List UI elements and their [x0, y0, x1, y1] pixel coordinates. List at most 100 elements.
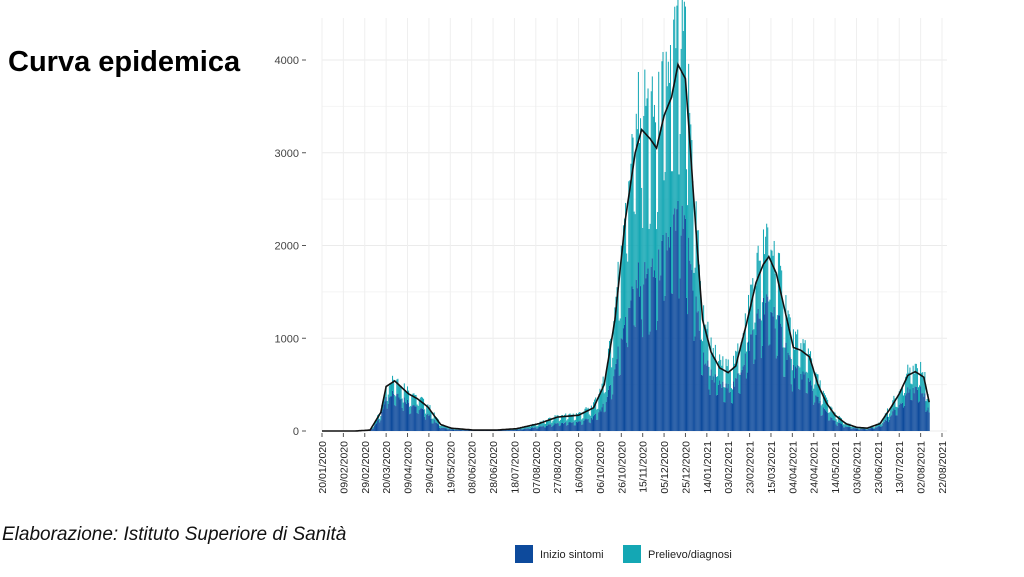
bar-inizio-sintomi — [712, 376, 714, 431]
bar-inizio-sintomi — [503, 430, 505, 431]
grid-lines — [321, 18, 947, 432]
bar-inizio-sintomi — [389, 396, 391, 431]
bar-inizio-sintomi — [408, 402, 410, 431]
x-tick-label: 25/12/2020 — [680, 441, 692, 494]
bar-prelievo-diagnosi — [898, 391, 900, 405]
bar-inizio-sintomi — [820, 415, 822, 431]
bar-inizio-sintomi — [703, 352, 705, 431]
bar-prelievo-diagnosi — [690, 124, 692, 265]
bar-inizio-sintomi — [417, 413, 419, 431]
bar-prelievo-diagnosi — [805, 371, 807, 393]
bar-prelievo-diagnosi — [394, 395, 396, 406]
bar-prelievo-diagnosi — [666, 86, 668, 251]
bar-prelievo-diagnosi — [581, 419, 583, 425]
bar-inizio-sintomi — [599, 409, 601, 431]
bar-prelievo-diagnosi — [644, 69, 646, 263]
bar-prelievo-diagnosi — [696, 230, 698, 313]
x-tick-label: 14/01/2021 — [702, 441, 714, 494]
bar-prelievo-diagnosi — [799, 367, 801, 390]
bar-prelievo-diagnosi — [791, 370, 793, 392]
bar-inizio-sintomi — [817, 397, 819, 431]
bar-prelievo-diagnosi — [590, 405, 592, 418]
bar-inizio-sintomi — [899, 403, 901, 431]
x-tick-label: 06/10/2020 — [595, 441, 607, 494]
bar-inizio-sintomi — [657, 320, 659, 431]
bar-prelievo-diagnosi — [558, 421, 560, 427]
bar-inizio-sintomi — [533, 427, 535, 431]
bar-inizio-sintomi — [901, 402, 903, 431]
bar-inizio-sintomi — [597, 419, 599, 431]
bar-inizio-sintomi — [384, 401, 386, 431]
bar-prelievo-diagnosi — [800, 343, 802, 374]
bar-inizio-sintomi — [757, 308, 759, 431]
bar-prelievo-diagnosi — [689, 112, 691, 261]
bar-prelievo-diagnosi — [821, 404, 823, 416]
bar-prelievo-diagnosi — [582, 418, 584, 425]
bar-prelievo-diagnosi — [554, 415, 556, 424]
bar-prelievo-diagnosi — [752, 278, 754, 331]
bar-inizio-sintomi — [811, 385, 813, 431]
bar-inizio-sintomi — [688, 237, 690, 431]
bar-prelievo-diagnosi — [625, 202, 627, 317]
bar-inizio-sintomi — [563, 423, 565, 431]
bar-prelievo-diagnosi — [813, 388, 815, 405]
bar-prelievo-diagnosi — [922, 372, 924, 394]
bar-prelievo-diagnosi — [389, 383, 391, 397]
bar-prelievo-diagnosi — [537, 425, 539, 429]
bar-inizio-sintomi — [405, 403, 407, 431]
bar-prelievo-diagnosi — [379, 418, 381, 423]
bar-prelievo-diagnosi — [774, 273, 776, 329]
bar-inizio-sintomi — [607, 389, 609, 431]
bar-inizio-sintomi — [883, 421, 885, 431]
bar-prelievo-diagnosi — [850, 426, 852, 429]
bar-inizio-sintomi — [575, 421, 577, 431]
bar-inizio-sintomi — [655, 277, 657, 431]
bar-inizio-sintomi — [529, 428, 531, 431]
x-tick-label: 24/04/2021 — [809, 441, 821, 494]
bar-prelievo-diagnosi — [770, 249, 772, 312]
bar-prelievo-diagnosi — [622, 225, 624, 329]
bar-prelievo-diagnosi — [567, 419, 569, 425]
bar-prelievo-diagnosi — [597, 408, 599, 420]
bar-inizio-sintomi — [782, 347, 784, 431]
bar-inizio-sintomi — [838, 422, 840, 431]
bar-prelievo-diagnosi — [541, 422, 543, 427]
bar-prelievo-diagnosi — [555, 416, 557, 424]
bar-inizio-sintomi — [839, 423, 841, 431]
bar-prelievo-diagnosi — [513, 429, 515, 431]
bar-inizio-sintomi — [722, 381, 724, 431]
bar-prelievo-diagnosi — [538, 423, 540, 428]
bar-inizio-sintomi — [891, 415, 893, 431]
bar-inizio-sintomi — [456, 429, 458, 431]
bar-inizio-sintomi — [773, 306, 775, 431]
bar-inizio-sintomi — [416, 413, 418, 431]
bar-prelievo-diagnosi — [713, 357, 715, 383]
bar-inizio-sintomi — [749, 350, 751, 431]
bar-inizio-sintomi — [689, 260, 691, 431]
bar-inizio-sintomi — [619, 374, 621, 431]
bar-inizio-sintomi — [419, 408, 421, 431]
bar-inizio-sintomi — [501, 430, 503, 431]
bar-inizio-sintomi — [543, 427, 545, 431]
bar-inizio-sintomi — [432, 423, 434, 431]
bar-inizio-sintomi — [581, 424, 583, 431]
bar-prelievo-diagnosi — [632, 137, 634, 289]
bar-prelievo-diagnosi — [593, 402, 595, 417]
bar-prelievo-diagnosi — [844, 424, 846, 428]
bar-prelievo-diagnosi — [446, 427, 448, 430]
bar-inizio-sintomi — [786, 359, 788, 431]
bar-inizio-sintomi — [767, 296, 769, 431]
bar-inizio-sintomi — [591, 419, 593, 431]
bar-prelievo-diagnosi — [811, 358, 813, 386]
bar-prelievo-diagnosi — [522, 428, 524, 430]
bar-prelievo-diagnosi — [683, 1, 685, 216]
bar-prelievo-diagnosi — [759, 260, 761, 319]
bar-inizio-sintomi — [849, 426, 851, 431]
bar-inizio-sintomi — [651, 258, 653, 431]
bar-inizio-sintomi — [383, 404, 385, 431]
bar-prelievo-diagnosi — [419, 397, 421, 409]
bar-prelievo-diagnosi — [418, 399, 420, 411]
bar-inizio-sintomi — [522, 429, 524, 431]
bar-inizio-sintomi — [690, 264, 692, 431]
bar-prelievo-diagnosi — [897, 396, 899, 409]
